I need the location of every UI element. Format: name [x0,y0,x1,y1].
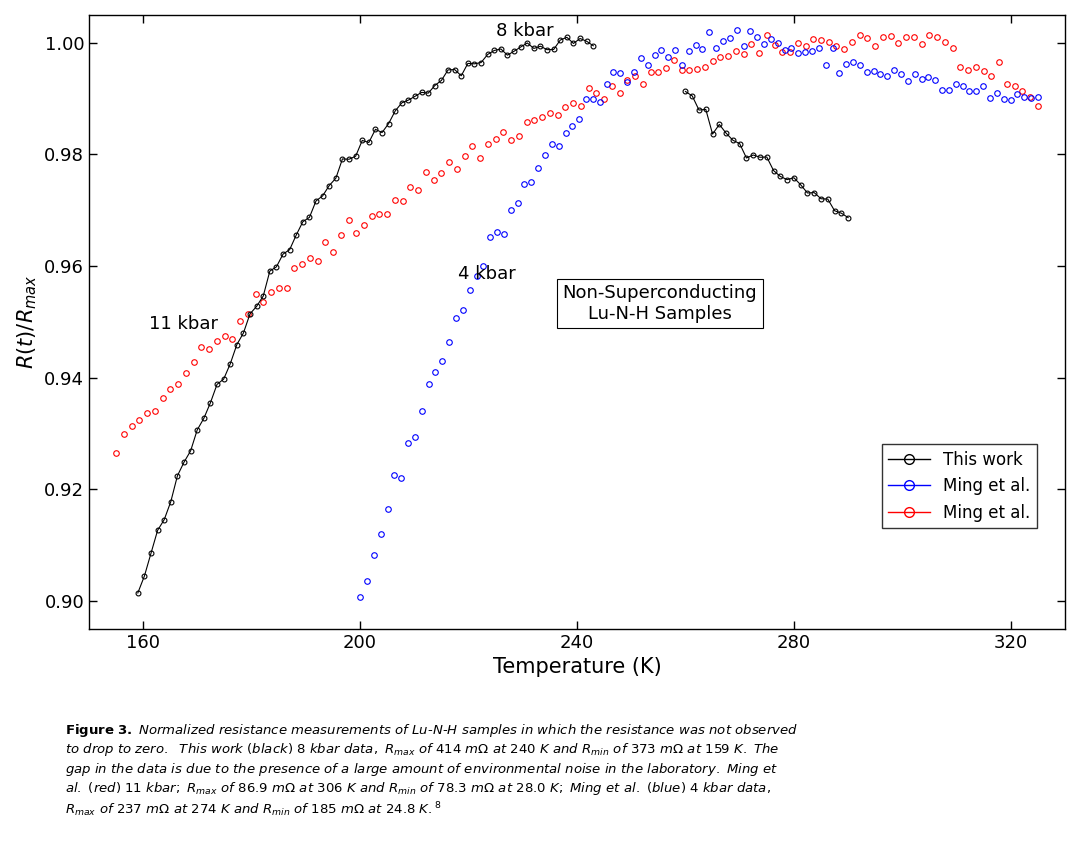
Text: Non-Superconducting
Lu-N-H Samples: Non-Superconducting Lu-N-H Samples [563,284,757,322]
Legend: This work, Ming et al., Ming et al.: This work, Ming et al., Ming et al. [881,444,1037,528]
Y-axis label: $R(t)/R_{max}$: $R(t)/R_{max}$ [15,274,39,369]
Text: 8 kbar: 8 kbar [496,22,553,41]
X-axis label: Temperature (K): Temperature (K) [492,657,661,677]
Text: 11 kbar: 11 kbar [149,315,218,333]
Text: $\bf{Figure\ 3.}$ $\it{Normalized\ resistance\ measurements\ of\ Lu\text{-}N\tex: $\bf{Figure\ 3.}$ $\it{Normalized\ resis… [65,722,798,819]
Text: 4 kbar: 4 kbar [458,265,515,283]
